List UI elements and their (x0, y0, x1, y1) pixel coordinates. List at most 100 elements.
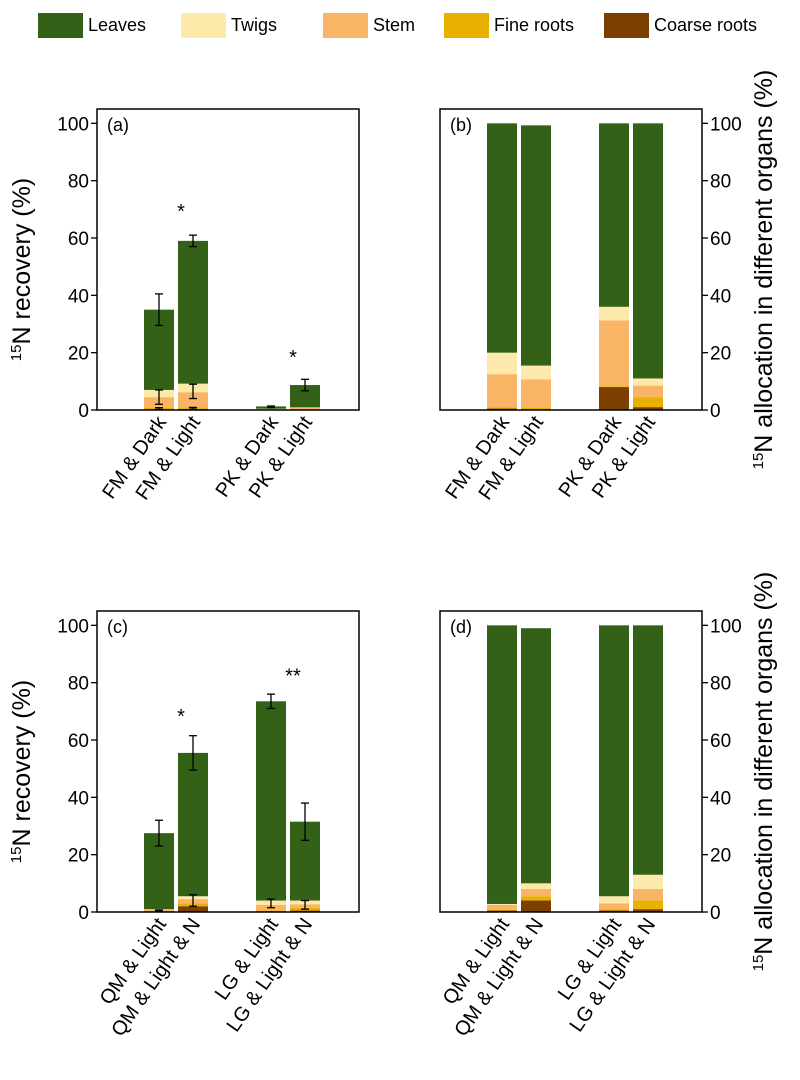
bar-segment-stem (599, 320, 629, 387)
bar-segment-stem (633, 385, 663, 398)
bar-segment-twigs (290, 407, 320, 408)
panel-tag: (d) (450, 617, 472, 637)
y-tick-label: 20 (710, 344, 731, 365)
bar-segment-leaves (256, 701, 286, 901)
y-axis-title-superscript: 15 (8, 345, 25, 362)
bar-segment-leaves (521, 628, 551, 884)
bar-segment-stem (599, 903, 629, 910)
bar-segment-fine-roots (633, 900, 663, 910)
y-axis-title: 15N recovery (%) (8, 178, 36, 361)
bar-segment-stem (290, 407, 320, 409)
y-tick-label: 0 (78, 903, 89, 924)
plot-frame (439, 108, 703, 411)
y-axis-title-text: N recovery (%) (8, 680, 36, 847)
bar-segment-leaves (633, 123, 663, 379)
bar-segment-coarse-roots (178, 906, 208, 912)
y-axis-title: 15N allocation in different organs (%) (750, 70, 778, 470)
y-axis-title: 15N recovery (%) (8, 680, 36, 863)
bar-segment-fine-roots (633, 397, 663, 408)
bar-segment-stem (633, 889, 663, 901)
bar-segment-fine-roots (521, 896, 551, 901)
y-tick-label: 60 (710, 229, 731, 250)
y-tick-label: 40 (710, 286, 731, 307)
legend-swatch-fine-roots (444, 13, 489, 38)
bar-segment-leaves (599, 625, 629, 897)
bar-segment-fine-roots (256, 910, 286, 912)
legend: Leaves Twigs Stem Fine roots Coarse roots (38, 13, 757, 38)
bar-segment-stem (521, 889, 551, 897)
y-tick-label: 100 (710, 616, 742, 637)
bar-segment-coarse-roots (633, 909, 663, 912)
y-axis-title: 15N allocation in different organs (%) (750, 572, 778, 972)
y-tick-label: 40 (68, 286, 89, 307)
legend-swatch-twigs (181, 13, 226, 38)
y-tick-label: 40 (68, 788, 89, 809)
bar-segment-leaves (178, 752, 208, 897)
bar-segment-fine-roots (487, 909, 517, 911)
panel-tag: (a) (107, 115, 129, 135)
bar-segment-fine-roots (599, 386, 629, 388)
bar-segment-coarse-roots (521, 900, 551, 912)
y-tick-label: 0 (78, 401, 89, 422)
plot-frame (96, 610, 360, 913)
significance-marker: * (289, 347, 297, 369)
legend-swatch-leaves (38, 13, 83, 38)
bar-segment-coarse-roots (633, 407, 663, 410)
y-tick-label: 20 (68, 846, 89, 867)
y-tick-label: 0 (710, 903, 721, 924)
bar-segment-twigs (633, 874, 663, 890)
y-tick-label: 20 (68, 344, 89, 365)
y-axis-title-text: N allocation in different organs (%) (750, 572, 778, 955)
bar-segment-twigs (599, 896, 629, 904)
legend-label: Leaves (88, 15, 146, 35)
bar-segment-stem (487, 904, 517, 910)
legend-swatch-stem (323, 13, 368, 38)
y-tick-label: 80 (68, 674, 89, 695)
bar-segment-twigs (487, 903, 517, 905)
panel-tag: (b) (450, 115, 472, 135)
y-tick-label: 60 (710, 731, 731, 752)
bar-segment-stem (521, 379, 551, 408)
legend-label: Twigs (231, 15, 277, 35)
plot-frame (96, 108, 360, 411)
y-axis-title-superscript: 15 (8, 847, 25, 864)
significance-marker: * (177, 706, 185, 728)
bar-segment-stem (487, 374, 517, 408)
bar-segment-leaves (290, 385, 320, 408)
legend-label: Fine roots (494, 15, 574, 35)
significance-marker: ** (285, 666, 301, 688)
bar-segment-stem (256, 408, 286, 410)
plot-frame (439, 610, 703, 913)
y-tick-label: 80 (710, 172, 731, 193)
bar-segment-stem (178, 392, 208, 408)
bar-segment-twigs (487, 352, 517, 375)
bar-segment-coarse-roots (599, 387, 629, 410)
y-tick-label: 20 (710, 846, 731, 867)
panel-tag: (c) (107, 617, 128, 637)
bar-segment-leaves (521, 125, 551, 366)
bar-segment-twigs (521, 883, 551, 890)
legend-label: Stem (373, 15, 415, 35)
y-tick-label: 100 (57, 616, 89, 637)
y-tick-label: 60 (68, 731, 89, 752)
y-axis-title-superscript: 15 (750, 955, 767, 972)
y-axis-title-text: N allocation in different organs (%) (750, 70, 778, 453)
legend-label: Coarse roots (654, 15, 757, 35)
y-tick-label: 80 (710, 674, 731, 695)
bar-segment-fine-roots (599, 909, 629, 911)
significance-marker: * (177, 201, 185, 223)
bar-segment-leaves (487, 123, 517, 353)
bar-segment-twigs (599, 306, 629, 321)
bar-segment-fine-roots (521, 407, 551, 410)
y-tick-label: 60 (68, 229, 89, 250)
y-axis-title-text: N recovery (%) (8, 178, 36, 345)
bar-segment-leaves (599, 123, 629, 307)
y-tick-label: 100 (710, 114, 742, 135)
bar-segment-leaves (487, 625, 517, 904)
